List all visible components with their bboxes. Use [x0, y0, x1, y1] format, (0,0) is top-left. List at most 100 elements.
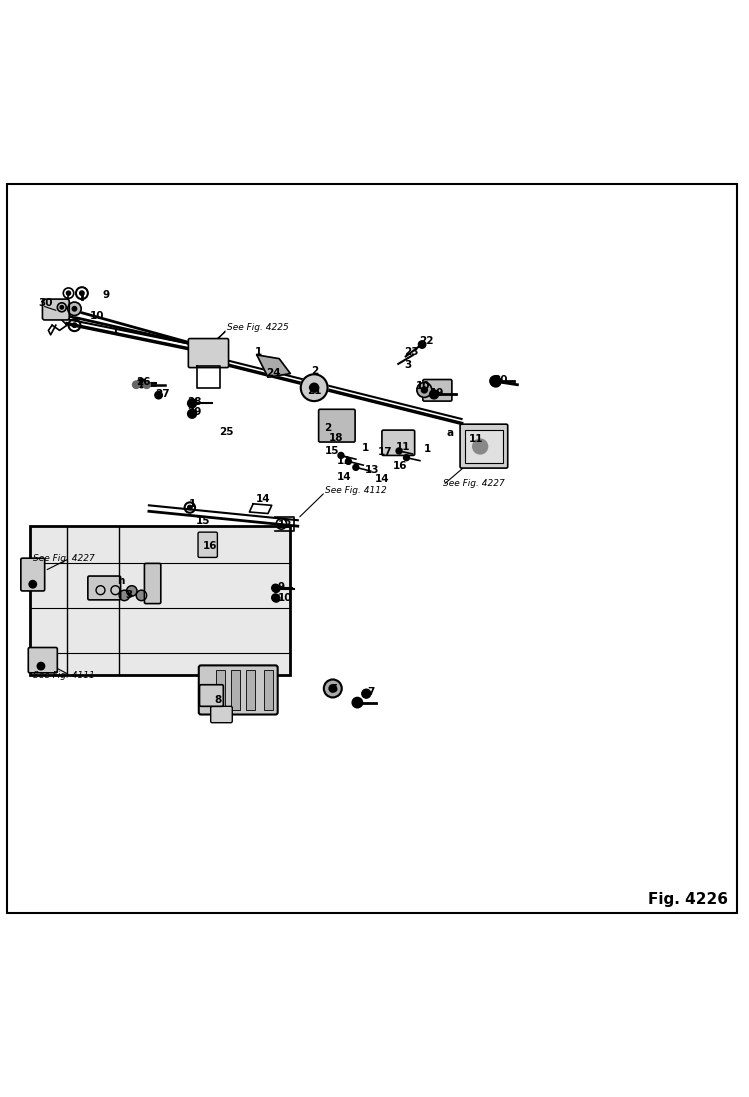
Text: 16: 16 [393, 461, 407, 471]
Text: 30: 30 [39, 297, 53, 308]
Circle shape [362, 689, 371, 698]
Text: 14: 14 [337, 472, 352, 482]
Bar [30, 527, 291, 675]
Text: 17: 17 [378, 446, 392, 456]
Text: 1: 1 [424, 444, 431, 454]
Circle shape [119, 590, 130, 601]
Text: 1: 1 [362, 443, 369, 453]
Circle shape [345, 459, 351, 464]
Text: 26: 26 [136, 376, 151, 387]
Circle shape [329, 685, 336, 692]
Circle shape [272, 585, 279, 591]
Circle shape [490, 376, 500, 386]
Text: Fig. 4226: Fig. 4226 [648, 892, 728, 907]
Circle shape [79, 291, 84, 295]
Circle shape [419, 341, 426, 348]
Text: 9: 9 [278, 583, 285, 592]
Bar [264, 670, 273, 710]
Circle shape [60, 305, 64, 309]
Text: 2: 2 [324, 423, 331, 433]
Text: 18: 18 [329, 433, 344, 443]
Text: 19: 19 [430, 388, 445, 398]
Text: 1: 1 [188, 499, 195, 509]
Circle shape [187, 399, 196, 408]
Circle shape [422, 387, 428, 393]
Text: 15: 15 [195, 516, 210, 525]
Text: 28: 28 [187, 397, 202, 407]
Text: 24: 24 [267, 367, 281, 377]
Text: 29: 29 [187, 407, 202, 417]
Circle shape [396, 448, 402, 454]
Circle shape [491, 376, 501, 387]
Text: 2: 2 [311, 366, 318, 376]
Circle shape [29, 580, 37, 588]
Circle shape [67, 291, 70, 295]
Text: See Fig. 4227: See Fig. 4227 [443, 479, 505, 488]
Text: 7: 7 [367, 687, 374, 698]
FancyBboxPatch shape [21, 558, 45, 591]
Text: 27: 27 [155, 389, 169, 399]
Text: 21: 21 [307, 386, 322, 396]
Text: 20: 20 [493, 374, 507, 385]
FancyBboxPatch shape [43, 299, 69, 320]
Text: 10: 10 [89, 312, 104, 321]
FancyBboxPatch shape [382, 430, 415, 455]
FancyBboxPatch shape [198, 666, 278, 714]
Text: See Fig. 4112: See Fig. 4112 [325, 486, 387, 495]
Text: 1: 1 [255, 347, 262, 357]
Polygon shape [257, 355, 291, 377]
Circle shape [37, 663, 45, 670]
FancyBboxPatch shape [88, 576, 121, 600]
FancyBboxPatch shape [199, 685, 223, 706]
Bar [216, 670, 225, 710]
Circle shape [143, 381, 151, 388]
Text: h: h [118, 576, 125, 586]
Text: 22: 22 [419, 336, 434, 346]
Circle shape [473, 439, 488, 454]
Bar [231, 670, 240, 710]
Circle shape [133, 381, 140, 388]
Circle shape [67, 302, 81, 316]
Circle shape [137, 378, 146, 387]
Text: 6: 6 [356, 699, 363, 709]
Circle shape [187, 506, 192, 510]
Circle shape [338, 452, 344, 459]
Circle shape [272, 593, 279, 601]
Circle shape [404, 454, 410, 461]
Circle shape [72, 323, 76, 327]
Text: 16: 16 [203, 541, 218, 551]
FancyBboxPatch shape [198, 532, 217, 557]
Text: 12: 12 [278, 520, 292, 530]
Circle shape [72, 306, 76, 312]
Text: 11: 11 [396, 441, 410, 452]
Text: 15: 15 [324, 446, 339, 456]
Circle shape [353, 464, 359, 471]
Text: See Fig. 4227: See Fig. 4227 [33, 554, 94, 563]
Bar [246, 670, 255, 710]
Text: 5: 5 [330, 685, 337, 694]
Text: 11: 11 [336, 455, 351, 465]
Circle shape [136, 590, 147, 601]
Text: 10: 10 [278, 592, 292, 602]
Text: 14: 14 [255, 495, 270, 505]
Circle shape [417, 383, 431, 397]
FancyBboxPatch shape [28, 647, 58, 672]
Text: See Fig. 4111: See Fig. 4111 [33, 670, 94, 679]
Text: a: a [446, 428, 454, 438]
Text: See Fig. 4225: See Fig. 4225 [227, 323, 289, 332]
FancyBboxPatch shape [188, 339, 228, 367]
FancyBboxPatch shape [145, 564, 161, 603]
Text: 10: 10 [416, 381, 430, 392]
Text: 25: 25 [219, 428, 234, 438]
Circle shape [430, 389, 438, 399]
Text: 23: 23 [404, 347, 419, 357]
Circle shape [273, 595, 280, 602]
Text: 13: 13 [365, 465, 379, 475]
Text: 11: 11 [469, 434, 484, 444]
Text: 3: 3 [404, 360, 411, 371]
Text: 14: 14 [374, 474, 389, 484]
Circle shape [352, 698, 363, 708]
Circle shape [273, 585, 280, 592]
FancyBboxPatch shape [318, 409, 355, 442]
Circle shape [324, 679, 342, 698]
